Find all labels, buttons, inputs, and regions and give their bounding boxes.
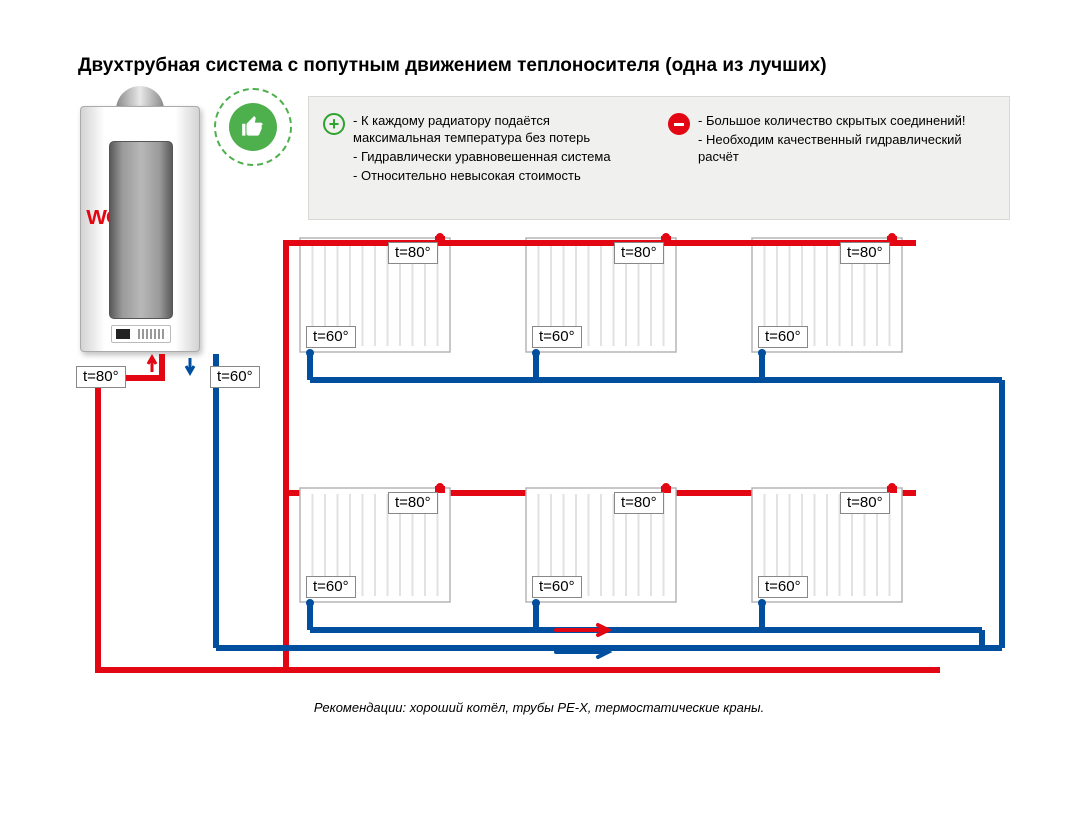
radiator-inlet-temp: t=80°	[388, 492, 438, 514]
radiator-inlet-temp: t=80°	[840, 242, 890, 264]
radiator-outlet-temp: t=60°	[758, 326, 808, 348]
radiator-inlet-temp: t=80°	[840, 492, 890, 514]
radiator-inlet-temp: t=80°	[388, 242, 438, 264]
radiator-inlet-temp: t=80°	[614, 492, 664, 514]
radiator-outlet-temp: t=60°	[532, 326, 582, 348]
recommendations-text: Рекомендации: хороший котёл, трубы PE-X,…	[0, 700, 1078, 715]
boiler-return-temp: t=60°	[210, 366, 260, 388]
radiator-outlet-temp: t=60°	[758, 576, 808, 598]
radiator-outlet-temp: t=60°	[306, 576, 356, 598]
radiator-outlet-temp: t=60°	[532, 576, 582, 598]
radiator-outlet-temp: t=60°	[306, 326, 356, 348]
radiator-inlet-temp: t=80°	[614, 242, 664, 264]
boiler-supply-temp: t=80°	[76, 366, 126, 388]
